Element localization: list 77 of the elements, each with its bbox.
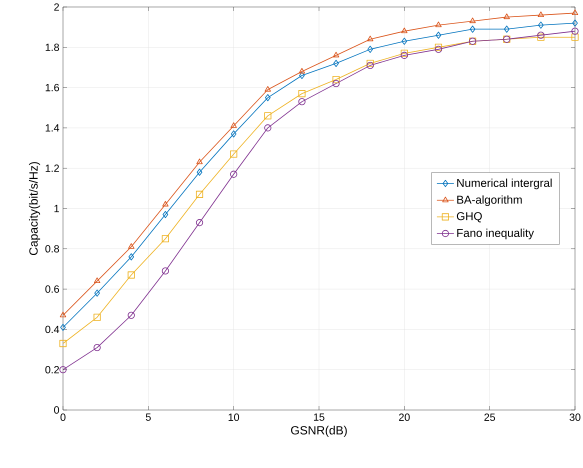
point	[94, 290, 100, 297]
point	[162, 267, 169, 275]
legend-label: GHQ	[456, 212, 482, 222]
point	[230, 122, 237, 128]
x-tick-label: 5	[146, 414, 151, 421]
x-tick-label: 20	[399, 414, 410, 421]
point	[470, 26, 476, 33]
point	[298, 68, 306, 74]
y-tick-label: 0	[54, 406, 60, 414]
point	[504, 26, 510, 33]
x-tick-label: 10	[228, 414, 240, 421]
point	[333, 60, 339, 68]
point	[572, 20, 578, 27]
point	[572, 9, 578, 16]
point	[332, 52, 340, 58]
point	[196, 190, 204, 198]
point	[332, 76, 340, 84]
point	[264, 112, 272, 120]
point	[264, 124, 272, 132]
x-tick-label: 25	[484, 414, 496, 421]
point	[59, 340, 67, 348]
point	[299, 72, 305, 80]
point	[366, 62, 374, 70]
y-tick-label: 1.2	[46, 164, 59, 172]
point	[162, 200, 169, 206]
y-axis-title: Capacity(bit/s/Hz)	[28, 162, 40, 256]
x-tick-label: 0	[60, 414, 66, 421]
legend-label: Fano inequality	[457, 228, 534, 240]
point	[538, 11, 544, 18]
point	[59, 366, 67, 374]
point	[162, 235, 169, 242]
point	[230, 130, 236, 138]
point	[401, 28, 408, 34]
point	[367, 36, 374, 42]
y-tick-label: 0.8	[45, 245, 60, 253]
y-tick-label: 1	[54, 204, 59, 212]
point	[196, 168, 202, 176]
y-tick-label: 0.2	[45, 366, 59, 374]
point	[128, 243, 134, 249]
point	[94, 314, 101, 321]
point	[332, 80, 340, 88]
point	[230, 150, 238, 158]
y-tick-label: 0.6	[45, 285, 60, 293]
point	[504, 13, 510, 20]
point	[298, 90, 306, 98]
y-tick-label: 1.4	[46, 124, 60, 132]
legend-label: BA-algorithm	[457, 195, 522, 206]
point	[230, 170, 238, 178]
point	[60, 324, 66, 331]
point	[128, 312, 135, 319]
point	[435, 22, 442, 28]
point	[264, 86, 271, 92]
point	[128, 271, 135, 279]
point	[367, 46, 373, 53]
point	[94, 277, 100, 284]
point	[571, 28, 579, 35]
point	[94, 344, 101, 352]
y-tick-label: 1.6	[46, 84, 60, 92]
point	[436, 32, 442, 39]
point	[298, 98, 306, 106]
point	[571, 34, 579, 41]
point	[265, 94, 271, 102]
y-tick-label: 0.4	[45, 326, 60, 334]
point	[162, 210, 168, 218]
point	[60, 312, 66, 318]
x-tick-label: 15	[314, 414, 324, 421]
x-axis-title: GSNR(dB)	[291, 426, 347, 437]
x-tick-label: 30	[570, 414, 580, 421]
legend-label: Numerical intergral	[457, 178, 552, 190]
point	[196, 158, 203, 164]
point	[128, 253, 134, 260]
point	[196, 219, 204, 226]
y-tick-label: 2	[54, 3, 59, 11]
y-tick-label: 1.8	[46, 44, 60, 52]
point	[469, 18, 476, 24]
point	[402, 38, 408, 45]
point	[538, 22, 544, 29]
